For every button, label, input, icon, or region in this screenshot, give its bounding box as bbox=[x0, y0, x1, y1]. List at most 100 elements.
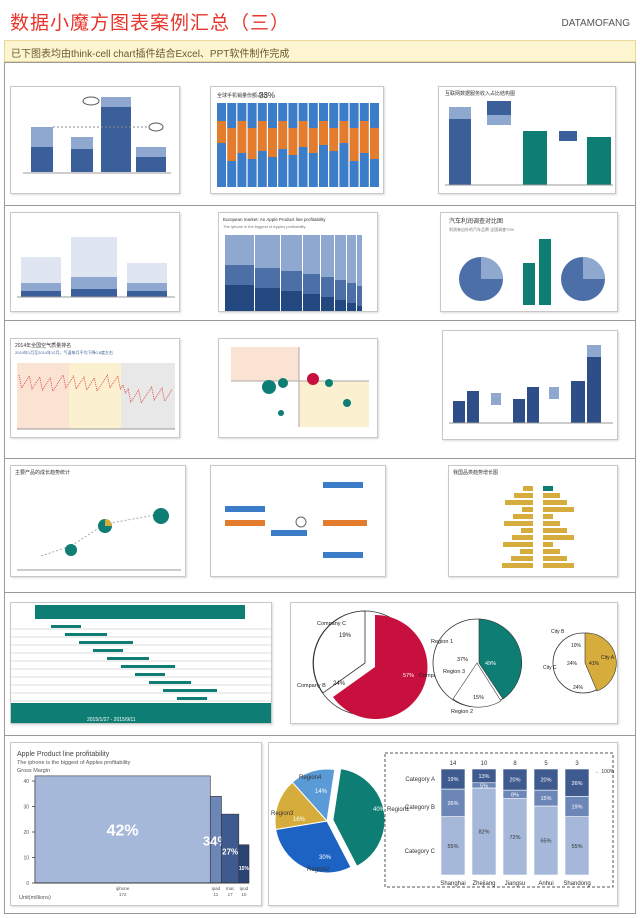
thumb-subtitle: 利润来自外的汽车品牌 全国调查70% bbox=[449, 226, 515, 232]
gantt-chart-thumb[interactable]: 2015/1/27 - 2015/9/11 bbox=[10, 602, 272, 724]
thumb-bar bbox=[543, 528, 567, 533]
region-pie bbox=[274, 768, 386, 874]
segment-value-label: 13% bbox=[478, 774, 489, 780]
city-total-label: 3 bbox=[575, 761, 579, 767]
city-segment bbox=[564, 816, 590, 876]
thumb-bar bbox=[308, 103, 318, 128]
x-category-label: ipad bbox=[212, 886, 221, 891]
city-label: Jiangsu bbox=[505, 881, 526, 887]
city-label: Shandong bbox=[563, 881, 590, 887]
profit-bar bbox=[34, 775, 211, 884]
exploded-pies-panel[interactable]: Company C 19% Company B 24% 57% Company … bbox=[290, 602, 618, 724]
thumb-bar bbox=[523, 486, 533, 491]
gantt-task-bar bbox=[65, 633, 107, 636]
pie-bar-pie-thumb[interactable]: 汽车利润调查对比图 利润来自外的汽车品牌 全国调查70% bbox=[440, 212, 618, 312]
thumb-bar bbox=[321, 277, 334, 297]
x-value-label: 17 bbox=[228, 892, 234, 897]
thumb-bar bbox=[514, 493, 533, 498]
mekko-chart-thumb[interactable]: European market: An Apple Product line p… bbox=[218, 212, 378, 312]
thumb-bar bbox=[347, 283, 356, 303]
thumb-bar bbox=[349, 161, 359, 187]
thumb-bar bbox=[359, 153, 369, 187]
thumb-bar bbox=[512, 535, 533, 540]
thumb-percent: 33% bbox=[259, 91, 275, 100]
region-value: 30% bbox=[319, 855, 332, 861]
thumb-bar bbox=[543, 535, 574, 540]
bar-value-label: 42% bbox=[107, 822, 139, 839]
x-value-label: 10 bbox=[241, 892, 247, 897]
city-segment bbox=[440, 788, 466, 817]
thumb-subtitle: The iphone is the biggest of Apples prof… bbox=[223, 224, 306, 229]
y-tick-label: 0 bbox=[26, 881, 29, 887]
thumb-bar bbox=[257, 121, 267, 151]
funnel-chart-thumb[interactable]: 互联网数据服务收入占比结构图 bbox=[438, 86, 616, 194]
profit-bar bbox=[238, 844, 250, 884]
thumb-bar bbox=[281, 235, 302, 271]
city-label: Shanghai bbox=[440, 881, 465, 887]
thumb-bar bbox=[225, 285, 254, 311]
thumb-bar bbox=[543, 514, 553, 519]
butterfly-bars-thumb[interactable]: 我国品类趋势增长图 bbox=[448, 465, 618, 577]
segment-value-label: 65% bbox=[540, 839, 551, 845]
thumb-bar bbox=[298, 103, 308, 121]
segment-value-label: 20% bbox=[509, 778, 520, 784]
city-label: City B bbox=[551, 629, 565, 635]
thumb-bar bbox=[298, 121, 308, 147]
thumb-bar bbox=[319, 121, 328, 145]
thumb-bar bbox=[227, 103, 237, 128]
thumb-bar bbox=[505, 500, 533, 505]
thumb-bar bbox=[339, 103, 349, 121]
thumb-bar bbox=[335, 300, 346, 311]
thumb-bar bbox=[303, 294, 320, 311]
bubble-quadrant-thumb[interactable] bbox=[218, 338, 378, 438]
thumb-bar bbox=[339, 143, 349, 187]
notice-bar: 已下图表均由think-cell chart插件结合Excel、PPT软件制作完… bbox=[4, 40, 636, 62]
region-label: Region1 bbox=[387, 807, 410, 813]
y-tick-label: 30 bbox=[23, 805, 29, 811]
gold-bars bbox=[502, 486, 574, 568]
thumb-bar bbox=[298, 147, 308, 187]
growth-pies-thumb[interactable]: 主要产品的成长趋势统计 bbox=[10, 465, 186, 577]
thumb-bar bbox=[359, 121, 369, 153]
mekko-bars bbox=[225, 235, 362, 311]
company-value: 24% bbox=[333, 681, 346, 687]
line-bands-thumb[interactable]: 2014年全国空气质量排名 2014年1月至2014年12月，气温每月平均下降0… bbox=[10, 338, 180, 438]
x-value-label: 172 bbox=[119, 892, 127, 897]
region-city-breakdown-chart[interactable]: Region4 14% Region3 16% Region2 30% Regi… bbox=[268, 742, 618, 906]
segment-value-label: 19% bbox=[447, 777, 458, 783]
thumb-bar bbox=[255, 235, 280, 268]
row-divider bbox=[4, 735, 636, 736]
thumb-title: 主要产品的成长趋势统计 bbox=[15, 469, 70, 476]
city-segment bbox=[471, 787, 497, 876]
hundred-percent-label: ← 100% bbox=[595, 769, 615, 775]
flow-bars-thumb[interactable] bbox=[210, 465, 386, 577]
unit-label: Unit(millions) bbox=[19, 895, 51, 901]
thumb-bar bbox=[349, 128, 359, 161]
segment-value-label: 15% bbox=[540, 796, 551, 802]
city-label: Zhejiang bbox=[472, 881, 495, 887]
region-value: 37% bbox=[457, 657, 468, 663]
gantt-task-bar bbox=[177, 697, 207, 700]
y-tick-label: 40 bbox=[23, 779, 29, 785]
thumb-bar bbox=[247, 128, 257, 159]
bar-value-label: 15% bbox=[239, 866, 250, 872]
thumb-bar bbox=[257, 151, 267, 187]
thumb-title: 我国品类趋势增长图 bbox=[453, 469, 498, 476]
grouped-waterfall-thumb[interactable] bbox=[442, 330, 618, 440]
stacked-comparison-thumb[interactable] bbox=[10, 212, 180, 312]
thumb-bar bbox=[347, 235, 356, 283]
city-value: 41% bbox=[589, 661, 600, 667]
segment-value-label: 55% bbox=[447, 844, 458, 850]
apple-profitability-chart[interactable]: Apple Product line profitability The iph… bbox=[10, 742, 262, 906]
region-value: 14% bbox=[315, 789, 328, 795]
brand-label: DATAMOFANG bbox=[561, 18, 630, 29]
stacked-waterfall-thumb[interactable] bbox=[10, 86, 180, 194]
thumb-bar bbox=[237, 103, 247, 121]
region-1-slice bbox=[478, 618, 522, 700]
company-label: Company A bbox=[419, 673, 448, 679]
thumb-bar bbox=[247, 103, 257, 128]
thumb-bar bbox=[225, 235, 254, 265]
segment-value-label: 55% bbox=[571, 844, 582, 850]
row-divider bbox=[4, 458, 636, 459]
revenue-stacked-bars-thumb[interactable]: 全球手机销量份额占比 33% bbox=[210, 86, 384, 194]
